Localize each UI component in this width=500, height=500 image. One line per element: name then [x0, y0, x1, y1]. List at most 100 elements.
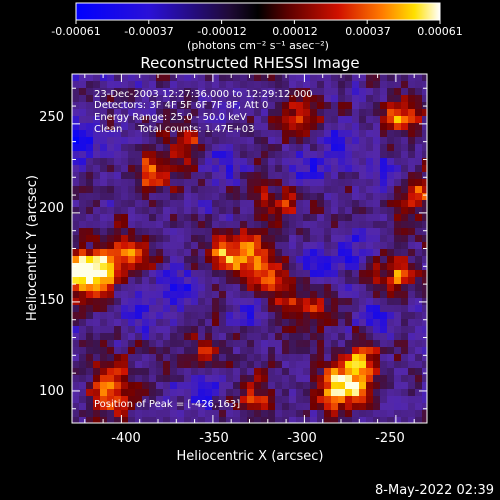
heatmap-cell — [226, 95, 234, 103]
heatmap-cell — [261, 116, 269, 124]
heatmap-cell — [219, 396, 227, 404]
heatmap-cell — [317, 291, 325, 299]
heatmap-cell — [212, 137, 220, 145]
heatmap-cell — [121, 109, 129, 117]
heatmap-cell — [233, 130, 241, 138]
heatmap-cell — [289, 403, 297, 411]
heatmap-cell — [331, 214, 339, 222]
heatmap-cell — [177, 228, 185, 236]
heatmap-cell — [86, 417, 94, 423]
heatmap-cell — [100, 151, 108, 159]
heatmap-cell — [359, 417, 367, 423]
heatmap-cell — [205, 151, 213, 159]
heatmap-cell — [205, 172, 213, 180]
heatmap-cell — [366, 326, 374, 334]
heatmap-cell — [198, 235, 206, 243]
heatmap-cell — [100, 207, 108, 215]
heatmap-cell — [394, 291, 402, 299]
heatmap-cell — [282, 263, 290, 271]
heatmap-cell — [387, 340, 395, 348]
heatmap-cell — [352, 291, 360, 299]
heatmap-cell — [100, 95, 108, 103]
heatmap-cell — [72, 123, 80, 131]
heatmap-cell — [303, 158, 311, 166]
heatmap-cell — [422, 144, 427, 152]
heatmap-cell — [86, 389, 94, 397]
heatmap-cell — [114, 263, 122, 271]
heatmap-cell — [170, 396, 178, 404]
heatmap-cell — [310, 403, 318, 411]
heatmap-cell — [408, 165, 416, 173]
heatmap-cell — [128, 368, 136, 376]
heatmap-cell — [366, 200, 374, 208]
heatmap-cell — [317, 116, 325, 124]
heatmap-cell — [366, 144, 374, 152]
heatmap-cell — [198, 354, 206, 362]
heatmap-cell — [198, 312, 206, 320]
heatmap-cell — [93, 228, 101, 236]
heatmap-cell — [415, 333, 423, 341]
heatmap-cell — [198, 361, 206, 369]
heatmap-cell — [212, 207, 220, 215]
heatmap-cell — [275, 81, 283, 89]
heatmap-cell — [170, 200, 178, 208]
heatmap-cell — [114, 305, 122, 313]
heatmap-cell — [373, 333, 381, 341]
heatmap-cell — [261, 249, 269, 257]
heatmap-cell — [107, 214, 115, 222]
heatmap-cell — [380, 207, 388, 215]
heatmap-cell — [289, 151, 297, 159]
heatmap-cell — [282, 347, 290, 355]
heatmap-cell — [296, 158, 304, 166]
heatmap-cell — [317, 88, 325, 96]
heatmap-cell — [135, 375, 143, 383]
heatmap-cell — [135, 214, 143, 222]
heatmap-cell — [170, 382, 178, 390]
heatmap-cell — [163, 221, 171, 229]
heatmap-cell — [387, 305, 395, 313]
heatmap-cell — [121, 123, 129, 131]
heatmap-cell — [359, 158, 367, 166]
heatmap-cell — [72, 235, 80, 243]
heatmap-cell — [296, 193, 304, 201]
heatmap-cell — [240, 81, 248, 89]
heatmap-cell — [380, 375, 388, 383]
heatmap-cell — [149, 151, 157, 159]
heatmap-cell — [142, 95, 150, 103]
heatmap-cell — [415, 389, 423, 397]
heatmap-cell — [422, 207, 427, 215]
heatmap-cell — [198, 207, 206, 215]
heatmap-cell — [219, 81, 227, 89]
heatmap-cell — [254, 221, 262, 229]
heatmap-cell — [72, 340, 80, 348]
heatmap-cell — [163, 109, 171, 117]
heatmap-cell — [261, 165, 269, 173]
heatmap-cell — [331, 277, 339, 285]
heatmap-cell — [212, 200, 220, 208]
heatmap-cell — [212, 186, 220, 194]
heatmap-cell — [254, 130, 262, 138]
heatmap-cell — [142, 186, 150, 194]
heatmap-cell — [359, 186, 367, 194]
heatmap-cell — [156, 179, 164, 187]
heatmap-cell — [212, 263, 220, 271]
heatmap-cell — [296, 221, 304, 229]
heatmap-cell — [219, 235, 227, 243]
heatmap-cell — [366, 256, 374, 264]
heatmap-cell — [338, 368, 346, 376]
heatmap-cell — [415, 368, 423, 376]
heatmap-cell — [240, 354, 248, 362]
heatmap-cell — [324, 221, 332, 229]
heatmap-cell — [184, 109, 192, 117]
heatmap-cell — [93, 284, 101, 292]
heatmap-cell — [317, 179, 325, 187]
heatmap-cell — [240, 214, 248, 222]
heatmap-cell — [268, 382, 276, 390]
heatmap-cell — [254, 368, 262, 376]
heatmap-cell — [142, 214, 150, 222]
heatmap-cell — [100, 179, 108, 187]
heatmap-cell — [268, 130, 276, 138]
heatmap-cell — [401, 256, 409, 264]
heatmap-cell — [359, 88, 367, 96]
heatmap-cell — [184, 207, 192, 215]
